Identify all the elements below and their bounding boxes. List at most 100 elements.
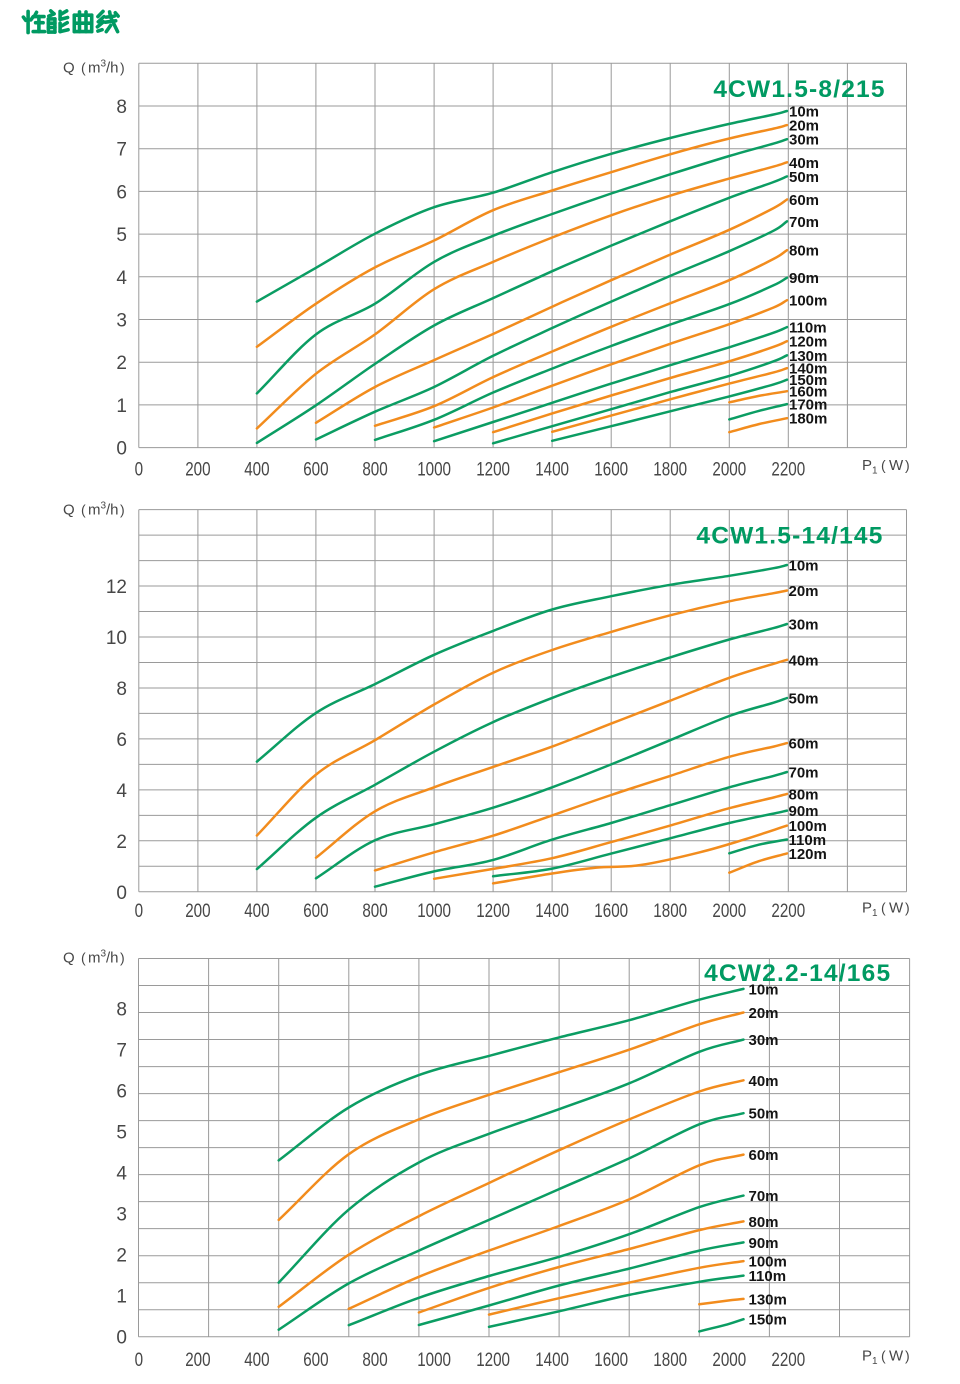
svg-text:160m: 160m bbox=[789, 384, 827, 401]
svg-text:600: 600 bbox=[303, 899, 328, 921]
svg-text:4CW2.2-14/165: 4CW2.2-14/165 bbox=[704, 960, 891, 987]
svg-text:400: 400 bbox=[244, 1348, 269, 1370]
svg-text:30m: 30m bbox=[789, 617, 819, 634]
svg-text:3: 3 bbox=[101, 501, 107, 512]
svg-text:170m: 170m bbox=[789, 397, 827, 414]
svg-text:200: 200 bbox=[185, 458, 210, 480]
svg-text:/h: /h bbox=[106, 502, 119, 519]
svg-text:110m: 110m bbox=[789, 320, 827, 337]
svg-text:0: 0 bbox=[116, 883, 127, 904]
svg-text:4: 4 bbox=[116, 1164, 127, 1185]
svg-text:): ) bbox=[905, 457, 910, 473]
svg-text:90m: 90m bbox=[749, 1235, 779, 1252]
svg-text:4CW1.5-14/145: 4CW1.5-14/145 bbox=[696, 523, 883, 550]
svg-text:8: 8 bbox=[116, 679, 127, 700]
svg-text:600: 600 bbox=[303, 1348, 328, 1370]
svg-text:20m: 20m bbox=[789, 583, 819, 600]
svg-text:): ) bbox=[120, 60, 125, 76]
svg-text:130m: 130m bbox=[789, 348, 827, 365]
svg-text:7: 7 bbox=[116, 1041, 127, 1062]
svg-text:6: 6 bbox=[116, 730, 127, 751]
svg-text:70m: 70m bbox=[789, 765, 819, 782]
svg-text:5: 5 bbox=[116, 225, 127, 246]
svg-text:110m: 110m bbox=[789, 832, 827, 849]
svg-text:120m: 120m bbox=[789, 846, 827, 863]
svg-text:m: m bbox=[88, 502, 101, 519]
svg-text:(: ( bbox=[881, 457, 886, 473]
svg-text:(: ( bbox=[881, 1348, 886, 1364]
svg-text:80m: 80m bbox=[789, 786, 819, 803]
svg-text:): ) bbox=[905, 1348, 910, 1364]
svg-text:3: 3 bbox=[101, 59, 107, 70]
svg-text:1: 1 bbox=[872, 908, 878, 919]
svg-text:2: 2 bbox=[116, 1246, 127, 1267]
svg-text:20m: 20m bbox=[789, 118, 819, 135]
svg-text:60m: 60m bbox=[749, 1147, 779, 1164]
svg-text:P: P bbox=[862, 900, 872, 917]
svg-text:W: W bbox=[889, 457, 904, 474]
svg-text:(: ( bbox=[881, 900, 886, 916]
svg-text:10m: 10m bbox=[749, 981, 779, 998]
svg-text:10m: 10m bbox=[789, 558, 819, 575]
svg-text:6: 6 bbox=[116, 1082, 127, 1103]
svg-text:): ) bbox=[120, 502, 125, 518]
svg-text:2: 2 bbox=[116, 832, 127, 853]
svg-text:200: 200 bbox=[185, 899, 210, 921]
svg-text:50m: 50m bbox=[749, 1106, 779, 1123]
svg-text:40m: 40m bbox=[789, 652, 819, 669]
svg-text:180m: 180m bbox=[789, 411, 827, 428]
svg-text:4: 4 bbox=[116, 781, 127, 802]
svg-text:6: 6 bbox=[116, 182, 127, 203]
svg-text:90m: 90m bbox=[789, 803, 819, 820]
svg-text:4: 4 bbox=[116, 268, 127, 289]
svg-text:40m: 40m bbox=[749, 1073, 779, 1090]
svg-text:70m: 70m bbox=[749, 1188, 779, 1205]
svg-text:m: m bbox=[88, 950, 101, 967]
svg-text:(: ( bbox=[81, 502, 86, 518]
svg-text:200: 200 bbox=[185, 1348, 210, 1370]
svg-text:1400: 1400 bbox=[535, 458, 569, 480]
svg-text:100m: 100m bbox=[789, 818, 827, 835]
svg-text:P: P bbox=[862, 1348, 872, 1365]
svg-text:1: 1 bbox=[872, 466, 878, 477]
svg-text:1400: 1400 bbox=[535, 1348, 569, 1370]
svg-text:Q: Q bbox=[63, 950, 75, 967]
svg-text:0: 0 bbox=[135, 1348, 143, 1370]
svg-text:1400: 1400 bbox=[535, 899, 569, 921]
svg-text:800: 800 bbox=[362, 1348, 387, 1370]
svg-text:50m: 50m bbox=[789, 169, 819, 186]
svg-text:1200: 1200 bbox=[476, 458, 510, 480]
svg-text:0: 0 bbox=[116, 1328, 127, 1349]
svg-text:Q: Q bbox=[63, 60, 75, 77]
svg-text:2: 2 bbox=[116, 353, 127, 374]
svg-text:1800: 1800 bbox=[653, 899, 687, 921]
svg-text:): ) bbox=[905, 900, 910, 916]
svg-text:0: 0 bbox=[135, 458, 143, 480]
svg-text:1600: 1600 bbox=[594, 1348, 628, 1370]
svg-text:60m: 60m bbox=[789, 192, 819, 209]
svg-text:1800: 1800 bbox=[653, 1348, 687, 1370]
svg-text:30m: 30m bbox=[749, 1032, 779, 1049]
svg-text:3: 3 bbox=[101, 949, 107, 960]
svg-text:): ) bbox=[120, 950, 125, 966]
svg-text:5: 5 bbox=[116, 1123, 127, 1144]
svg-text:400: 400 bbox=[244, 458, 269, 480]
svg-text:10m: 10m bbox=[789, 104, 819, 121]
svg-text:/h: /h bbox=[106, 950, 119, 967]
svg-text:Q: Q bbox=[63, 502, 75, 519]
svg-text:12: 12 bbox=[106, 577, 127, 598]
svg-text:60m: 60m bbox=[789, 736, 819, 753]
svg-text:800: 800 bbox=[362, 458, 387, 480]
svg-text:130m: 130m bbox=[749, 1291, 787, 1308]
svg-text:1: 1 bbox=[116, 396, 127, 417]
svg-text:4CW1.5-8/215: 4CW1.5-8/215 bbox=[713, 76, 885, 103]
svg-text:2200: 2200 bbox=[771, 458, 805, 480]
svg-text:70m: 70m bbox=[789, 214, 819, 231]
svg-text:20m: 20m bbox=[749, 1005, 779, 1022]
svg-text:3: 3 bbox=[116, 311, 127, 332]
svg-text:150m: 150m bbox=[789, 372, 827, 389]
svg-text:1000: 1000 bbox=[417, 1348, 451, 1370]
svg-text:1200: 1200 bbox=[476, 1348, 510, 1370]
svg-text:120m: 120m bbox=[789, 334, 827, 351]
svg-text:140m: 140m bbox=[789, 361, 827, 378]
